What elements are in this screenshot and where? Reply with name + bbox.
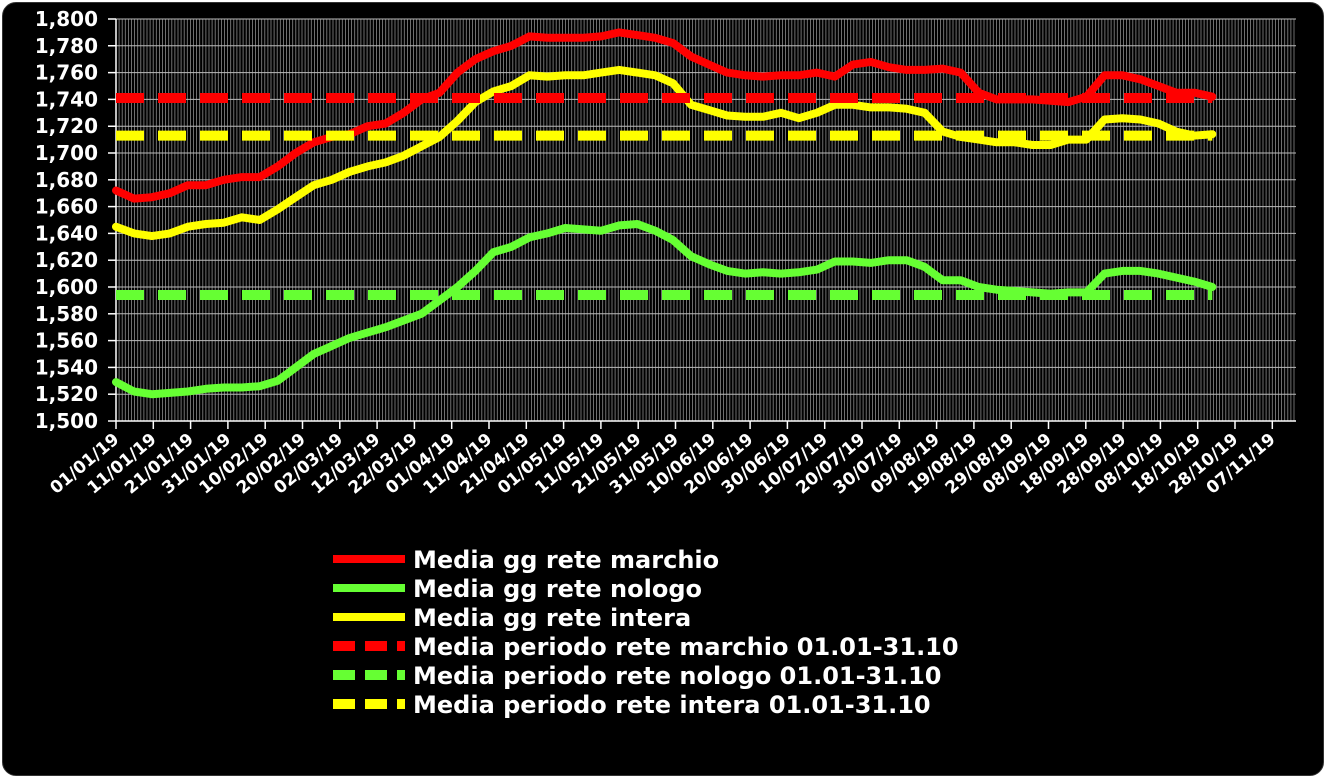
legend-label: Media gg rete marchio [413,546,719,574]
legend-label: Media periodo rete intera 01.01-31.10 [413,691,931,719]
y-tick-label: 1,720 [35,114,98,138]
y-tick-label: 1,640 [35,221,98,245]
series-line [112,220,1217,399]
legend-label: Media gg rete nologo [413,575,702,603]
series-line [112,28,1217,203]
y-tick-label: 1,700 [35,141,98,165]
y-tick-label: 1,580 [35,302,98,326]
y-tick-label: 1,780 [35,34,98,58]
legend-label: Media periodo rete nologo 01.01-31.10 [413,662,941,690]
y-tick-label: 1,560 [35,329,98,353]
series-line [112,65,1217,241]
y-tick-label: 1,540 [35,355,98,379]
y-tick-label: 1,620 [35,248,98,272]
y-tick-label: 1,680 [35,168,98,192]
y-tick-label: 1,760 [35,61,98,85]
y-tick-label: 1,660 [35,195,98,219]
y-tick-label: 1,600 [35,275,98,299]
y-tick-label: 1,500 [35,409,98,433]
legend-label: Media periodo rete marchio 01.01-31.10 [413,633,959,661]
legend-label: Media gg rete intera [413,604,691,632]
y-tick-label: 1,520 [35,382,98,406]
y-tick-label: 1,740 [35,87,98,111]
plot-series [112,28,1217,399]
y-tick-label: 1,800 [35,7,98,31]
x-axis: 01/01/1911/01/1921/01/1931/01/1910/02/19… [46,420,1296,498]
